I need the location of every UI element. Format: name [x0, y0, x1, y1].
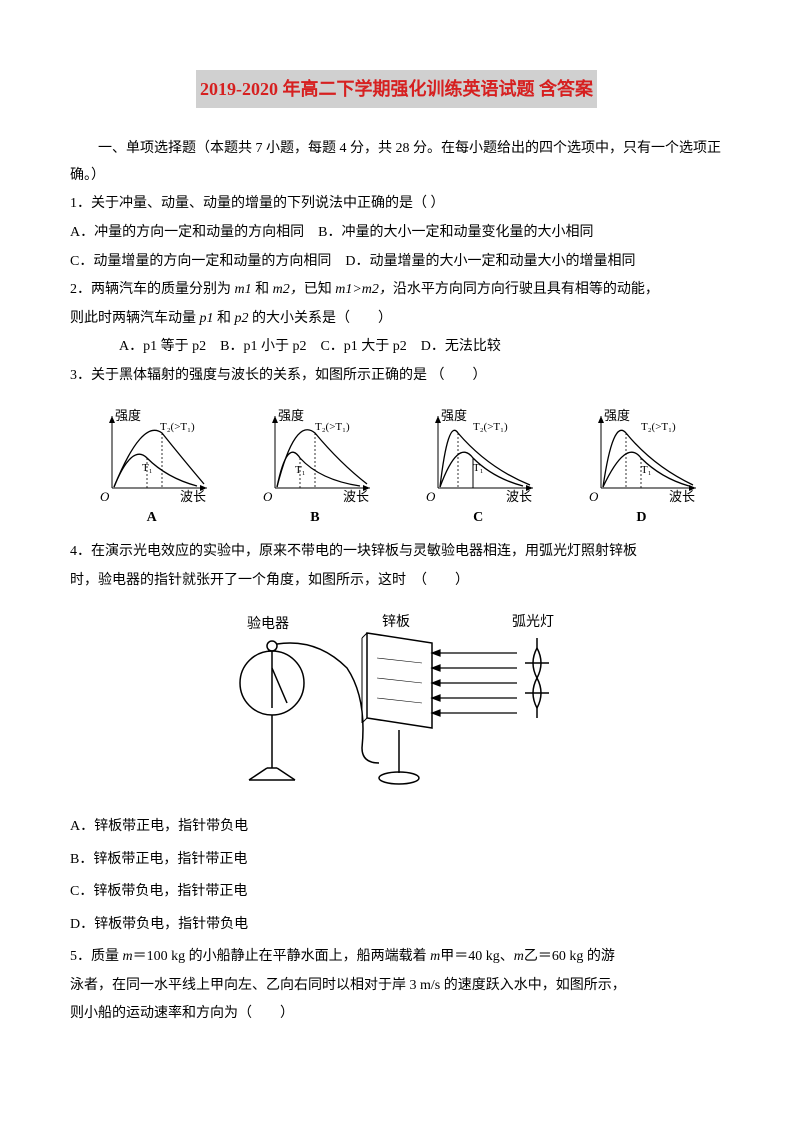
chart-d-label: D — [581, 505, 701, 532]
q4-opt-b: B．锌板带正电，指针带正电 — [70, 847, 723, 874]
chart-a-origin: O — [100, 489, 110, 503]
q2-text2: 则此时两辆汽车动量 — [70, 311, 200, 326]
q2-tail-a: 沿水平方向同方向行驶且具有相等的动能， — [393, 282, 659, 297]
chart-b: 强度 波长 O T₂(>T₁) T₁ B — [255, 408, 375, 532]
q5-sub2: 乙 — [524, 949, 538, 964]
q1-opt-cd: C．动量增量的方向一定和动量的方向相同 D．动量增量的大小一定和动量大小的增量相… — [70, 249, 723, 276]
chart-b-origin: O — [263, 489, 273, 503]
q4-svg: 验电器 锌板 弧光灯 — [207, 608, 587, 793]
chart-a-ylab: 强度 — [115, 408, 141, 423]
q1-stem: 1．关于冲量、动量、动量的增量的下列说法中正确的是（ ） — [70, 191, 723, 218]
chart-b-label: B — [255, 505, 375, 532]
chart-a: 强度 波长 O T₂(>T₁) T₁ A — [92, 408, 212, 532]
chart-a-t2: T₂(>T₁) — [160, 421, 195, 433]
chart-d: 强度 波长 O T₂(>T₁) T₁ D — [581, 408, 701, 532]
q4-line2: 时，验电器的指针就张开了一个角度，如图所示，这时 （ ） — [70, 568, 723, 595]
q2-m1: m1 — [235, 282, 256, 297]
q5-c: ＝40 kg、 — [454, 949, 514, 964]
chart-c-xlab: 波长 — [506, 489, 532, 503]
chart-a-svg: 强度 波长 O T₂(>T₁) T₁ — [92, 408, 212, 503]
chart-b-ylab: 强度 — [278, 408, 304, 423]
chart-d-t1: T₁ — [641, 464, 652, 476]
chart-a-label: A — [92, 505, 212, 532]
q2-and2: 和 — [217, 311, 235, 326]
chart-c-t1: T₁ — [473, 462, 484, 474]
label-electroscope: 验电器 — [247, 616, 289, 632]
q3-stem: 3．关于黑体辐射的强度与波长的关系，如图所示正确的是 （ ） — [70, 363, 723, 390]
q4-opt-d: D．锌板带负电，指针带负电 — [70, 912, 723, 939]
chart-d-ylab: 强度 — [604, 408, 630, 423]
chart-c: 强度 波长 O T₂(>T₁) T₁ C — [418, 408, 538, 532]
chart-c-origin: O — [426, 489, 436, 503]
q5-myi: m — [514, 949, 524, 964]
label-arclamp: 弧光灯 — [512, 614, 554, 630]
q2-tail-b: 的大小关系是（ ） — [252, 311, 392, 326]
q4-figure: 验电器 锌板 弧光灯 — [70, 608, 723, 804]
chart-a-xlab: 波长 — [180, 489, 206, 503]
chart-c-t2: T₂(>T₁) — [473, 421, 508, 433]
page-title: 2019-2020 年高二下学期强化训练英语试题 含答案 — [196, 70, 597, 108]
q5-mjia: m — [430, 949, 440, 964]
q4-line1: 4．在演示光电效应的实验中，原来不带电的一块锌板与灵敏验电器相连，用弧光灯照射锌… — [70, 539, 723, 566]
q5-line1: 5．质量 m＝100 kg 的小船静止在平静水面上，船两端载着 m甲＝40 kg… — [70, 944, 723, 971]
q5-m: m — [123, 949, 133, 964]
chart-d-xlab: 波长 — [669, 489, 695, 503]
q5-line3: 则小船的运动速率和方向为（ ） — [70, 1001, 723, 1028]
q2-text: 2．两辆汽车的质量分别为 — [70, 282, 235, 297]
q2-m2: m2， — [273, 282, 304, 297]
q5-sub1: 甲 — [440, 949, 454, 964]
q5-a: 5．质量 — [70, 949, 123, 964]
chart-c-svg: 强度 波长 O T₂(>T₁) T₁ — [418, 408, 538, 503]
q2-known: 已知 — [304, 282, 336, 297]
chart-b-svg: 强度 波长 O T₂(>T₁) T₁ — [255, 408, 375, 503]
chart-c-ylab: 强度 — [441, 408, 467, 423]
q5-b: ＝100 kg 的小船静止在平静水面上，船两端载着 — [133, 949, 431, 964]
q4-opt-a: A．锌板带正电，指针带负电 — [70, 814, 723, 841]
q2-and: 和 — [255, 282, 273, 297]
q2-stem-line1: 2．两辆汽车的质量分别为 m1 和 m2，已知 m1>m2，沿水平方向同方向行驶… — [70, 277, 723, 304]
chart-b-xlab: 波长 — [343, 489, 369, 503]
q2-options: A．p1 等于 p2 B．p1 小于 p2 C．p1 大于 p2 D．无法比较 — [70, 334, 723, 361]
q5-line2: 泳者，在同一水平线上甲向左、乙向右同时以相对于岸 3 m/s 的速度跃入水中，如… — [70, 973, 723, 1000]
q5-d: ＝60 kg 的游 — [538, 949, 615, 964]
q1-opt-ab: A．冲量的方向一定和动量的方向相同 B．冲量的大小一定和动量变化量的大小相同 — [70, 220, 723, 247]
q3-charts-row: 强度 波长 O T₂(>T₁) T₁ A 强度 波长 O T₂ — [70, 408, 723, 532]
label-zinc: 锌板 — [382, 614, 410, 630]
section-1-heading: 一、单项选择题（本题共 7 小题，每题 4 分，共 28 分。在每小题给出的四个… — [70, 136, 723, 189]
q4-opt-c: C．锌板带负电，指针带正电 — [70, 879, 723, 906]
chart-d-origin: O — [589, 489, 599, 503]
chart-d-t2: T₂(>T₁) — [641, 421, 676, 433]
chart-b-t2: T₂(>T₁) — [315, 421, 350, 433]
chart-c-label: C — [418, 505, 538, 532]
chart-b-t1: T₁ — [295, 464, 306, 476]
q2-m1gtm2: m1>m2， — [335, 282, 393, 297]
q2-stem-line2: 则此时两辆汽车动量 p1 和 p2 的大小关系是（ ） — [70, 306, 723, 333]
chart-d-svg: 强度 波长 O T₂(>T₁) T₁ — [581, 408, 701, 503]
chart-a-t1: T₁ — [142, 462, 153, 474]
q2-p2: p2 — [235, 311, 253, 326]
q2-p1: p1 — [200, 311, 218, 326]
